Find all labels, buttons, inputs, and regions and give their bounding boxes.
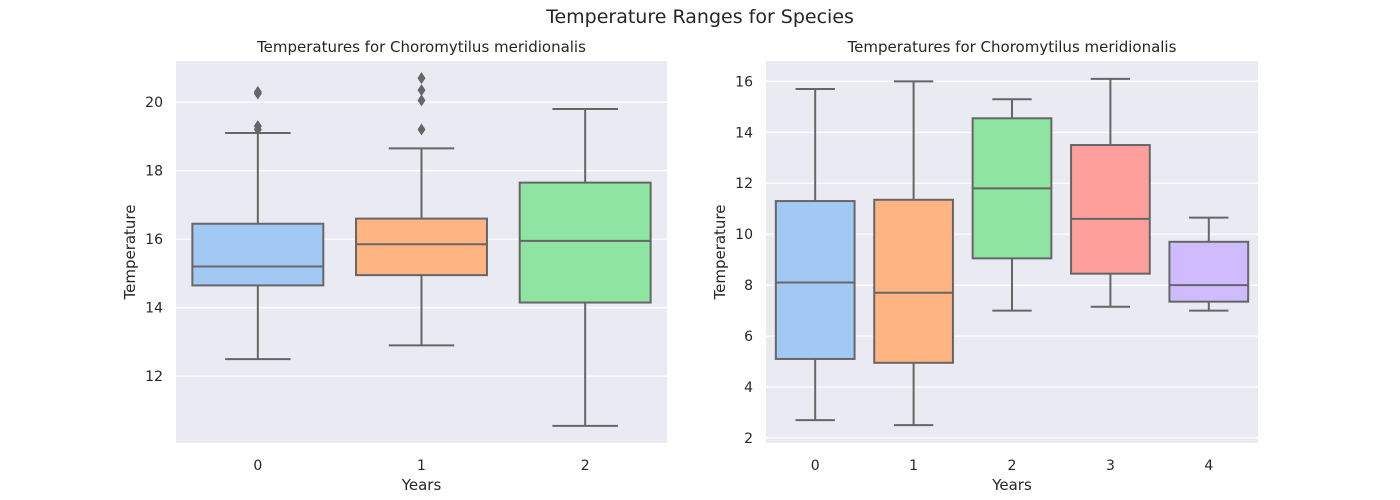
x-tick-label: 1 [417, 458, 426, 474]
x-tick-label: 0 [811, 458, 820, 474]
y-tick-label: 6 [744, 329, 753, 345]
y-tick-label: 8 [744, 278, 753, 294]
box-0 [191, 222, 325, 287]
outlier-point [417, 72, 426, 85]
y-axis-label: Temperature [121, 204, 139, 300]
box-4 [1168, 240, 1250, 303]
y-tick-label: 10 [735, 227, 753, 243]
y-tick-label: 20 [145, 95, 163, 111]
outlier-point [417, 123, 426, 136]
subplot-title: Temperatures for Choromytilus meridional… [256, 38, 586, 56]
outlier-point [253, 85, 262, 98]
y-tick-label: 16 [735, 74, 753, 90]
x-tick-label: 4 [1204, 458, 1213, 474]
y-tick-label: 4 [744, 380, 753, 396]
box-3 [1070, 144, 1151, 275]
x-axis-label: Years [401, 476, 442, 494]
outlier-point [417, 94, 426, 107]
box-1 [873, 198, 954, 364]
y-tick-label: 12 [735, 176, 753, 192]
y-tick-label: 18 [145, 164, 163, 180]
outlier-point [417, 84, 426, 97]
y-axis-label: Temperature [711, 204, 729, 300]
box-0 [774, 200, 856, 360]
outlier-point [253, 120, 262, 133]
box-2 [518, 181, 652, 304]
x-tick-label: 3 [1106, 458, 1115, 474]
x-tick-label: 1 [909, 458, 918, 474]
y-tick-label: 2 [744, 431, 753, 447]
figure-title: Temperature Ranges for Species [546, 6, 854, 28]
y-tick-label: 14 [735, 125, 753, 141]
x-tick-label: 2 [581, 458, 590, 474]
x-axis-label: Years [991, 476, 1032, 494]
x-tick-label: 0 [253, 458, 262, 474]
y-tick-label: 16 [145, 232, 163, 248]
x-tick-label: 2 [1008, 458, 1017, 474]
box-1 [355, 217, 488, 277]
y-tick-label: 12 [145, 369, 163, 385]
subplot-title: Temperatures for Choromytilus meridional… [847, 38, 1177, 56]
y-tick-label: 14 [145, 301, 163, 317]
